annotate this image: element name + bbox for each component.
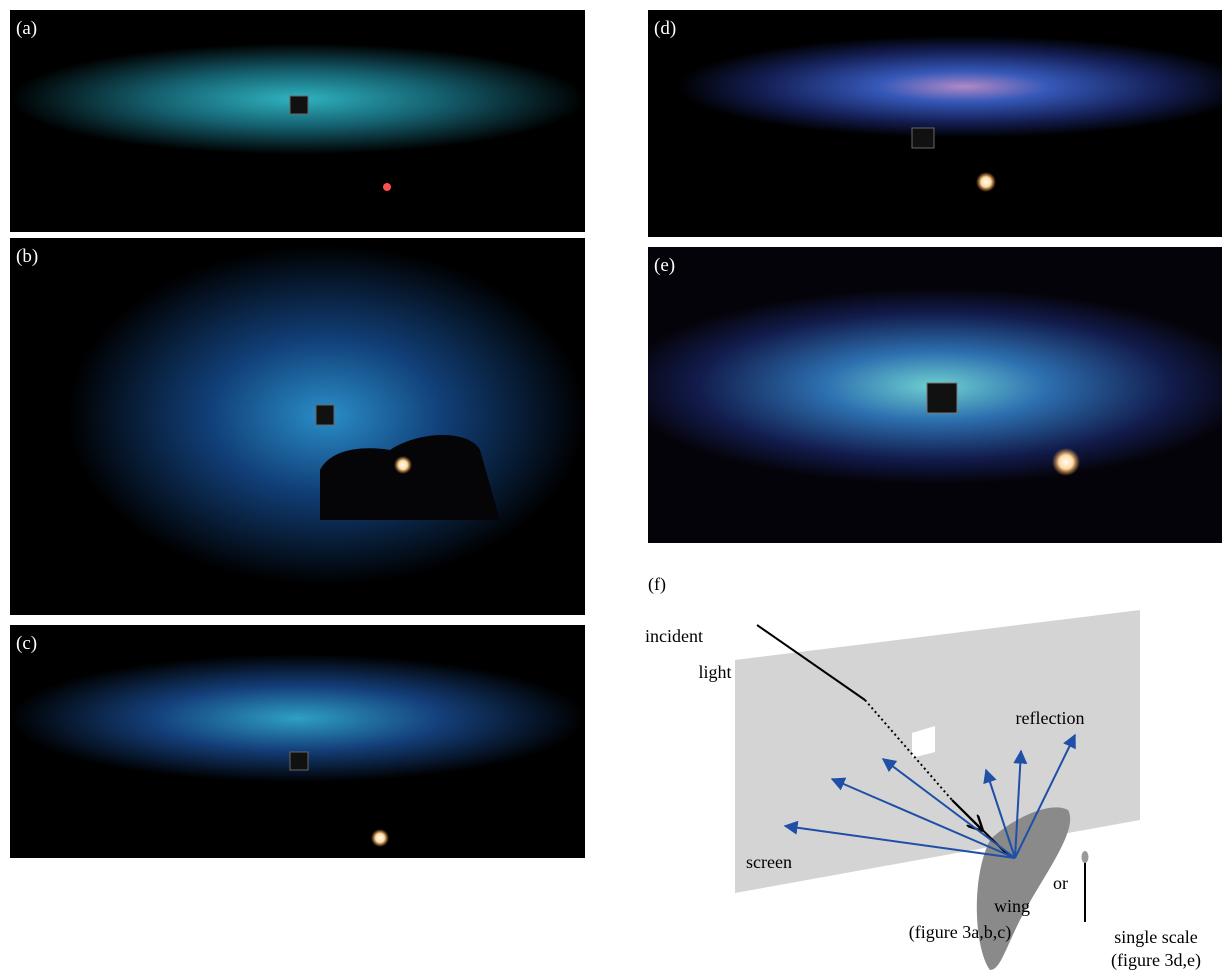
diagram: (f) incident light reflection screen win… bbox=[645, 574, 1201, 971]
figure: (a) (b) (c) (d) (e) (f) incident light r… bbox=[0, 0, 1226, 974]
scale-label: (figure 3d,e) bbox=[1111, 950, 1201, 971]
panel-a: (a) bbox=[10, 10, 585, 232]
incident-label: light bbox=[698, 662, 731, 682]
or-label: or bbox=[1053, 873, 1068, 893]
scale-label: single scale bbox=[1114, 927, 1197, 947]
reflection-label: reflection bbox=[1016, 708, 1085, 728]
panel-c: (c) bbox=[10, 625, 585, 858]
panel-label: (a) bbox=[16, 18, 37, 39]
incident-label: incident bbox=[645, 626, 703, 646]
panel-label: (e) bbox=[654, 255, 675, 276]
panel-b: (b) bbox=[10, 238, 585, 615]
panel-label: (f) bbox=[648, 574, 666, 595]
panel-e: (e) bbox=[648, 247, 1222, 543]
wing-label: (figure 3a,b,c) bbox=[909, 922, 1011, 943]
scale-tip bbox=[1082, 851, 1089, 863]
panel-d: (d) bbox=[648, 10, 1222, 237]
wing-label: wing bbox=[994, 896, 1030, 916]
panel-label: (d) bbox=[654, 18, 676, 39]
panel-label: (b) bbox=[16, 246, 38, 267]
panel-label: (c) bbox=[16, 633, 37, 654]
screen-label: screen bbox=[746, 852, 792, 872]
